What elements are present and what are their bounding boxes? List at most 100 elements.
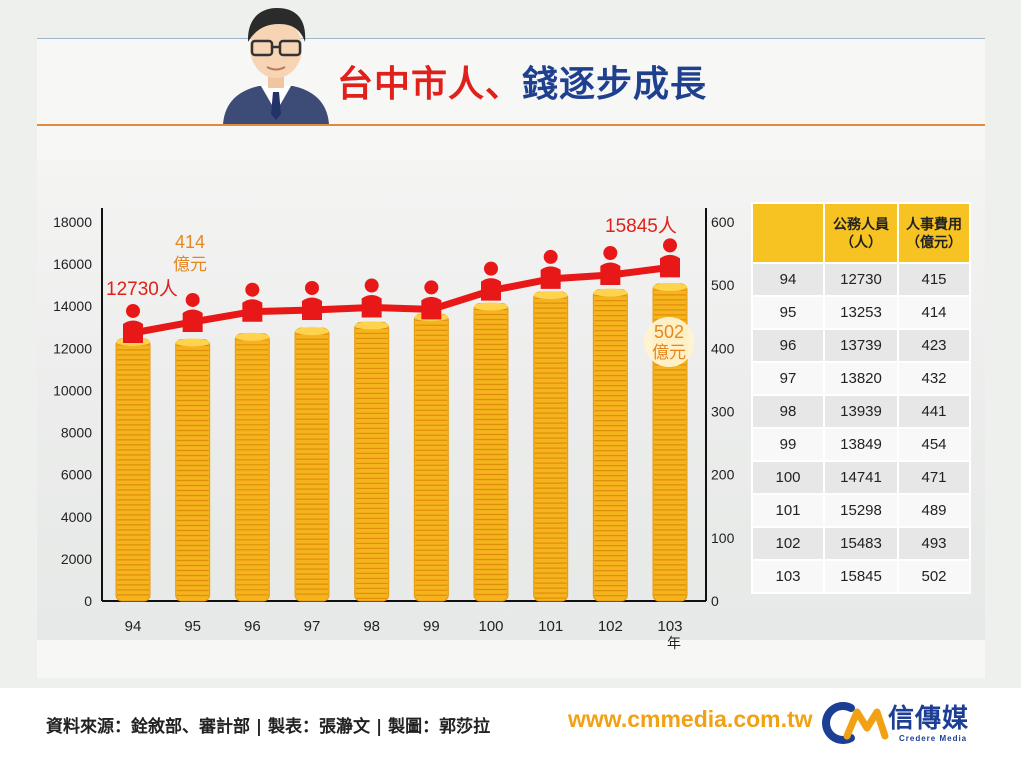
title-part-people: 台中市人、	[337, 64, 523, 105]
coin-top	[295, 327, 329, 336]
person-marker-body	[123, 320, 143, 343]
header-staff-line2: （人）	[840, 234, 882, 250]
person-marker-head	[543, 249, 558, 264]
table-cell-year: 99	[751, 427, 825, 462]
table-cell-year: 96	[751, 328, 825, 363]
table-cell-staff: 15845	[823, 559, 899, 594]
x-tick-label: 101	[538, 618, 563, 635]
table-cell-staff: 13820	[823, 361, 899, 396]
table-row: 96 13739 423	[751, 328, 971, 363]
table-cell-cost: 471	[897, 460, 971, 495]
table-header-row: 公務人員 （人） 人事費用 （億元）	[751, 202, 971, 264]
person-marker-head	[364, 278, 379, 293]
y-right-tick-label: 200	[711, 467, 735, 483]
y-left-tick-label: 8000	[61, 425, 92, 441]
y-left-tick-label: 16000	[53, 256, 92, 272]
cost-bar	[413, 313, 449, 602]
y-right-tick-label: 400	[711, 340, 735, 356]
table-row: 95 13253 414	[751, 295, 971, 330]
table-cell-staff: 13849	[823, 427, 899, 462]
table-cell-staff: 13253	[823, 295, 899, 330]
header-cost-line2: （億元）	[906, 234, 962, 250]
coin-top	[593, 288, 628, 297]
table-cell-staff: 13739	[823, 328, 899, 363]
table-row: 94 12730 415	[751, 262, 971, 297]
y-left-tick-label: 2000	[61, 551, 92, 567]
header-staff-line1: 公務人員	[833, 216, 889, 232]
person-marker-body	[540, 266, 561, 289]
staff-line	[129, 263, 674, 337]
header-cost-line1: 人事費用	[906, 216, 962, 232]
coin-top	[354, 321, 389, 330]
source-credit: 資料來源：銓敘部、審計部 | 製表：張瀞文 | 製圖：郭莎拉	[46, 717, 491, 737]
table-cell-year: 103	[751, 559, 825, 594]
table-cell-cost: 502	[897, 559, 971, 594]
presenter-avatar-icon	[223, 8, 329, 124]
website-link[interactable]: www.cmmedia.com.tw	[568, 706, 813, 732]
x-axis-unit: 年	[667, 636, 681, 652]
coin-top	[474, 302, 508, 311]
cost-bar	[354, 321, 390, 602]
cost-bar	[473, 302, 509, 602]
x-tick-label: 99	[423, 618, 440, 635]
table-cell-year: 95	[751, 295, 825, 330]
table-cell-staff: 14741	[823, 460, 899, 495]
logo-english-name: Credere Media	[899, 734, 968, 743]
annotation-money-103-unit: 億元	[652, 343, 686, 363]
title-divider	[37, 124, 985, 126]
x-tick-label: 102	[598, 618, 623, 635]
table-row: 102 15483 493	[751, 526, 971, 561]
y-left-tick-label: 0	[84, 593, 92, 609]
table-cell-cost: 415	[897, 262, 971, 297]
annotation-money-95-value: 414	[175, 232, 205, 252]
x-tick-label: 103	[657, 618, 682, 635]
y-right-tick-label: 100	[711, 530, 735, 546]
y-right-tick-label: 600	[711, 214, 735, 230]
person-marker-body	[660, 254, 680, 278]
data-table: 公務人員 （人） 人事費用 （億元） 94 12730 415 95 13253 414 96 1…	[751, 202, 971, 594]
person-marker-head	[126, 303, 140, 318]
table-cell-cost: 454	[897, 427, 971, 462]
person-marker-head	[245, 282, 260, 297]
table-row: 101 15298 489	[751, 493, 971, 528]
coin-top	[653, 282, 687, 291]
table-cell-year: 98	[751, 394, 825, 429]
person-marker-head	[663, 238, 677, 253]
person-marker-body	[421, 296, 442, 320]
y-left-tick-label: 18000	[53, 214, 92, 230]
annotation-money-103-bubble	[644, 317, 694, 367]
coin-top	[533, 291, 568, 300]
x-tick-label: 97	[304, 618, 321, 635]
table-cell-staff: 13939	[823, 394, 899, 429]
annotation-money-103-value: 502	[654, 322, 684, 342]
table-cell-cost: 489	[897, 493, 971, 528]
top-divider	[37, 38, 985, 39]
person-marker-head	[424, 280, 439, 295]
person-marker-body	[361, 295, 382, 318]
y-right-tick-label: 300	[711, 404, 735, 420]
table-header-year	[751, 202, 825, 264]
y-right-tick-label: 500	[711, 277, 735, 293]
person-marker-body	[242, 299, 263, 322]
title-part-money: 錢逐步成長	[522, 64, 708, 105]
cost-bar	[234, 333, 270, 602]
x-tick-label: 95	[184, 618, 201, 635]
table-cell-year: 94	[751, 262, 825, 297]
y-left-tick-label: 4000	[61, 509, 92, 525]
y-left-tick-label: 10000	[53, 382, 92, 398]
annotation-start-people: 12730人	[106, 278, 178, 300]
person-marker-body	[600, 262, 621, 285]
person-marker-head	[484, 261, 498, 276]
y-right-tick-label: 0	[711, 593, 719, 609]
table-row: 97 13820 432	[751, 361, 971, 396]
table-cell-year: 102	[751, 526, 825, 561]
table-header-staff: 公務人員 （人）	[823, 202, 899, 264]
table-row: 99 13849 454	[751, 427, 971, 462]
table-cell-staff: 15483	[823, 526, 899, 561]
table-header-cost: 人事費用 （億元）	[897, 202, 971, 264]
table-cell-cost: 432	[897, 361, 971, 396]
table-cell-year: 101	[751, 493, 825, 528]
table-cell-cost: 423	[897, 328, 971, 363]
person-marker-head	[185, 292, 200, 307]
